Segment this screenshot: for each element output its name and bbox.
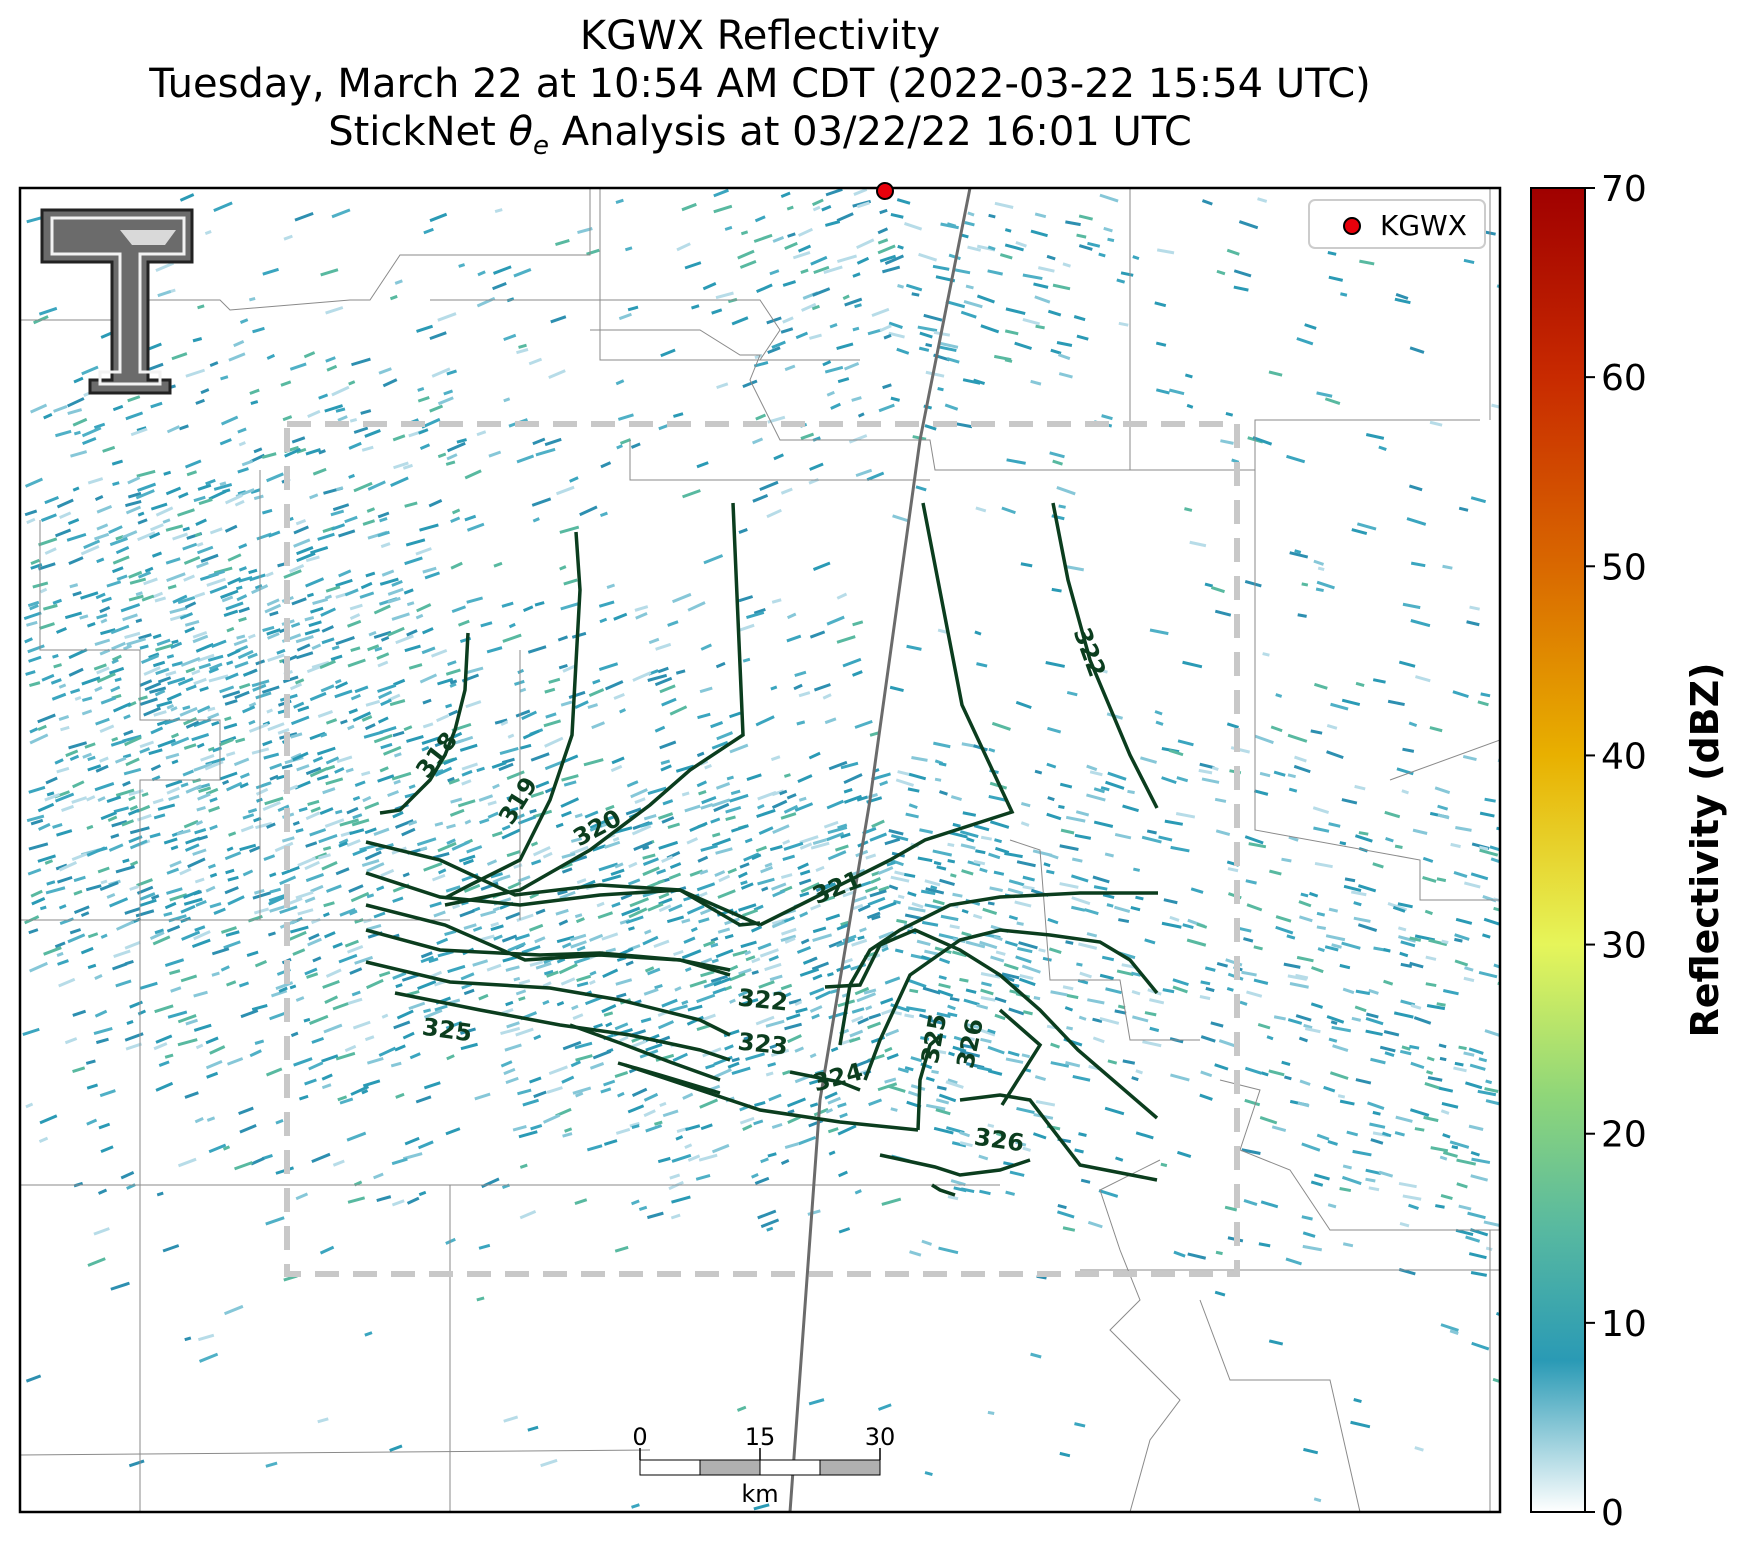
theta-e-contours <box>365 502 1159 1197</box>
contour-label-322-upper: 322 <box>1068 624 1111 681</box>
kgwx-radar-marker <box>876 182 894 200</box>
scale-label-0: 0 <box>632 1423 647 1451</box>
contour-label-325-west: 325 <box>420 1013 474 1048</box>
title-line-3-suffix: Analysis at 03/22/22 16:01 UTC <box>548 109 1192 155</box>
colorbar-ramp <box>1530 187 1586 1513</box>
colorbar-tick-label: 50 <box>1601 547 1647 588</box>
contour-label-321: 321 <box>809 865 866 910</box>
colorbar-tick-label: 30 <box>1601 926 1647 967</box>
contour-label-326-north: 326 <box>951 1016 989 1071</box>
legend: KGWX <box>1308 199 1486 249</box>
contour-label-326-south: 326 <box>972 1123 1026 1158</box>
colorbar-ticks: 0 10 20 30 40 50 60 70 <box>1585 169 1647 1534</box>
contour-label-322-lower: 322 <box>736 984 789 1017</box>
scale-seg-2 <box>699 1459 761 1476</box>
colorbar-tick-label: 40 <box>1601 736 1647 777</box>
legend-box <box>1308 199 1486 249</box>
scale-unit: km <box>741 1480 778 1508</box>
contour-label-323: 323 <box>736 1028 789 1061</box>
scale-seg-4 <box>819 1459 881 1476</box>
interstate-highway <box>788 188 972 1512</box>
logo-bevel <box>120 230 176 245</box>
title-line-3: StickNet θe Analysis at 03/22/22 16:01 U… <box>0 108 1520 170</box>
theta-symbol: θ <box>508 109 533 155</box>
colorbar-tick-label: 60 <box>1601 358 1647 399</box>
logo-inner <box>50 216 186 386</box>
analysis-domain-box <box>284 421 1240 1277</box>
theta-subscript: e <box>532 131 549 161</box>
title-line-1: KGWX Reflectivity <box>579 13 941 59</box>
title-line-3-prefix: StickNet <box>328 109 509 155</box>
contour-label-324: 324 <box>810 1057 866 1097</box>
colorbar: 0 10 20 30 40 50 60 70 Reflectivity (dBZ) <box>1530 169 1727 1534</box>
legend-label: KGWX <box>1380 209 1467 242</box>
logo-outer <box>40 208 194 395</box>
colorbar-tick-label: 20 <box>1601 1115 1647 1156</box>
county-borders <box>20 188 1500 1512</box>
map-frame <box>18 186 1502 1514</box>
reflectivity-echoes <box>22 188 1500 1511</box>
scale-seg-3 <box>759 1459 821 1476</box>
title-line-2: Tuesday, March 22 at 10:54 AM CDT (2022-… <box>149 61 1371 107</box>
scale-seg-1 <box>639 1459 701 1476</box>
legend-marker <box>1343 217 1361 235</box>
scale-bar: 0 15 30 km <box>632 1423 895 1508</box>
colorbar-tick-label: 0 <box>1601 1493 1624 1534</box>
contour-label-319: 319 <box>493 772 543 829</box>
chart-title: KGWX Reflectivity Tuesday, March 22 at 1… <box>0 12 1520 170</box>
colorbar-tick-label: 70 <box>1601 169 1647 210</box>
texas-tech-logo <box>40 208 194 395</box>
colorbar-tick-label: 10 <box>1601 1304 1647 1345</box>
scale-label-15: 15 <box>745 1423 776 1451</box>
contour-label-325-center: 325 <box>916 1012 952 1066</box>
scale-label-30: 30 <box>865 1423 896 1451</box>
colorbar-label: Reflectivity (dBZ) <box>1683 662 1727 1037</box>
